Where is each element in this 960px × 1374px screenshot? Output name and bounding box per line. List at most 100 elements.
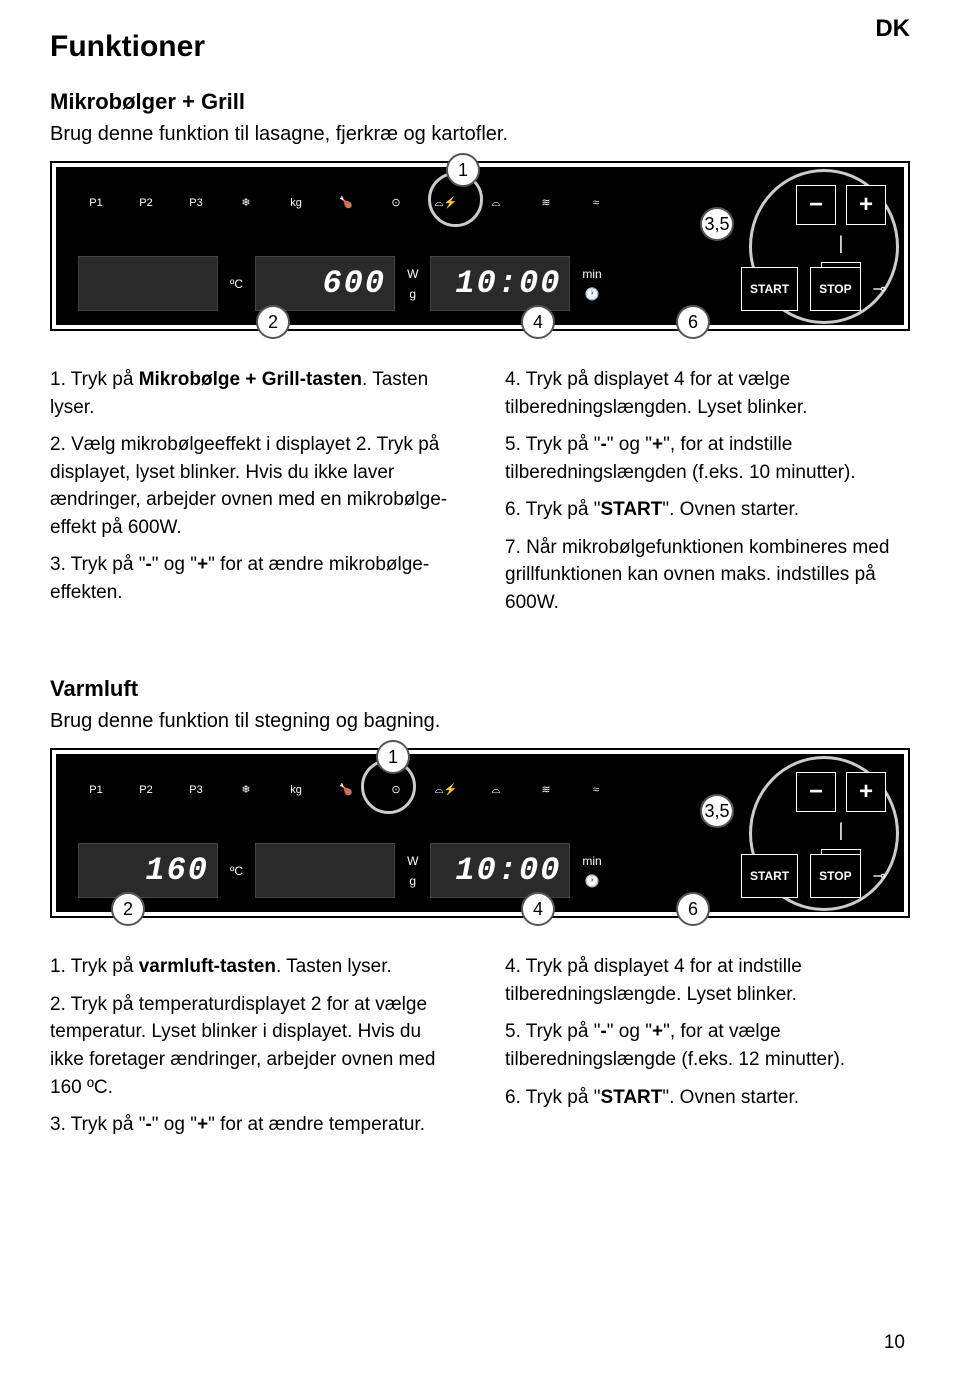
text: 3. Tryk på " (50, 554, 145, 575)
text: " og " (152, 1114, 197, 1135)
meat-icon[interactable]: 🍗 (328, 185, 364, 221)
step-1-2: 2. Vælg mikrobølgeeffekt i displayet 2. … (50, 431, 455, 541)
subsection1-steps: 1. Tryk på Mikrobølge + Grill-tasten. Ta… (50, 366, 910, 626)
unit-min: min 🕐 (582, 854, 601, 888)
unit-w-label: W (407, 854, 418, 868)
language-tag: DK (875, 15, 910, 43)
power-display[interactable]: 600 (255, 256, 395, 311)
defrost-icon[interactable]: ❄ (228, 772, 264, 808)
panel1: 1 2 4 6 3,5 P1 P2 P3 ❄ kg 🍗 ⊙ ⌓⚡ ⌓ ≋ ≈ (50, 161, 910, 331)
text: 1. Tryk på (50, 369, 139, 390)
program-p2-icon[interactable]: P2 (128, 185, 164, 221)
minus-button[interactable]: − (796, 772, 836, 812)
panel2-label1: 1 (376, 740, 410, 774)
text: " og " (152, 554, 197, 575)
minus-button[interactable]: − (796, 185, 836, 225)
temp-display[interactable]: 160 (78, 843, 218, 898)
subsection2-title: Varmluft (50, 676, 910, 702)
panel1-icons-row: P1 P2 P3 ❄ kg 🍗 ⊙ ⌓⚡ ⌓ ≋ ≈ (78, 185, 614, 221)
panel1-display-row: ºC 600 W g 10:00 min 🕐 (78, 256, 606, 311)
panel1-label4: 4 (521, 305, 555, 339)
program-p1-icon[interactable]: P1 (78, 185, 114, 221)
text-bold: + (652, 1021, 663, 1042)
panel2-container: 1 2 4 6 3,5 P1 P2 P3 ❄ kg 🍗 ⊙ ⌓⚡ ⌓ ≋ ≈ 1… (50, 748, 910, 918)
start-button[interactable]: START (741, 854, 798, 898)
temp-display[interactable] (78, 256, 218, 311)
grill-icon[interactable]: ⌓ (478, 185, 514, 221)
text-bold: START (600, 1087, 662, 1108)
clock-icon: 🕐 (585, 287, 600, 301)
text: 6. Tryk på " (505, 1087, 600, 1108)
steam-icon[interactable]: ≋ (528, 772, 564, 808)
unit-c-label: ºC (230, 277, 243, 291)
weight-icon[interactable]: kg (278, 185, 314, 221)
panel2-icons-row: P1 P2 P3 ❄ kg 🍗 ⊙ ⌓⚡ ⌓ ≋ ≈ (78, 772, 614, 808)
text-bold: + (197, 1114, 208, 1135)
microwave-grill-icon[interactable]: ⌓⚡ (428, 772, 464, 808)
step-1-5: 5. Tryk på "-" og "+", for at indstille … (505, 431, 910, 486)
panel2-label4: 4 (521, 892, 555, 926)
text: " og " (607, 1021, 652, 1042)
unit-min-label: min (582, 854, 601, 868)
plus-button[interactable]: + (846, 772, 886, 812)
panel2-startstop-row: START STOP ⊸ (741, 854, 886, 898)
text-bold: varmluft-tasten (139, 956, 276, 977)
panel2-label2: 2 (111, 892, 145, 926)
subsection1-subtitle: Brug denne funktion til lasagne, fjerkræ… (50, 123, 910, 146)
power-display[interactable] (255, 843, 395, 898)
grill-icon[interactable]: ⌓ (478, 772, 514, 808)
subsection1-title: Mikrobølger + Grill (50, 89, 910, 115)
text: " for at ændre temperatur. (208, 1114, 425, 1135)
unit-g-label: g (409, 874, 416, 888)
plus-button[interactable]: + (846, 185, 886, 225)
program-p3-icon[interactable]: P3 (178, 185, 214, 221)
panel1-label35: 3,5 (700, 207, 734, 241)
program-p3-icon[interactable]: P3 (178, 772, 214, 808)
meat-icon[interactable]: 🍗 (328, 772, 364, 808)
program-p2-icon[interactable]: P2 (128, 772, 164, 808)
subsection2-subtitle: Brug denne funktion til stegning og bagn… (50, 710, 910, 733)
panel1-label2: 2 (256, 305, 290, 339)
microwave-icon[interactable]: ≈ (578, 772, 614, 808)
unit-min-label: min (582, 267, 601, 281)
microwave-grill-icon[interactable]: ⌓⚡ (428, 185, 464, 221)
unit-g-label: g (409, 287, 416, 301)
step-2-2: 2. Tryk på temperaturdisplayet 2 for at … (50, 991, 455, 1101)
text: . Tasten lyser. (276, 956, 392, 977)
page-number: 10 (884, 1332, 905, 1354)
text-bold: START (600, 499, 662, 520)
microwave-icon[interactable]: ≈ (578, 185, 614, 221)
text: 5. Tryk på " (505, 434, 600, 455)
step-1-1: 1. Tryk på Mikrobølge + Grill-tasten. Ta… (50, 366, 455, 421)
step-1-6: 6. Tryk på "START". Ovnen starter. (505, 496, 910, 524)
time-display[interactable]: 10:00 (430, 256, 570, 311)
weight-icon[interactable]: kg (278, 772, 314, 808)
defrost-icon[interactable]: ❄ (228, 185, 264, 221)
unit-c: ºC (230, 864, 243, 878)
start-button[interactable]: START (741, 267, 798, 311)
time-display[interactable]: 10:00 (430, 843, 570, 898)
unit-wg: W g (407, 267, 418, 301)
panel2-display-row: 160 ºC W g 10:00 min 🕐 (78, 843, 606, 898)
unit-wg: W g (407, 854, 418, 888)
separator-icon: | (839, 820, 844, 841)
step-2-4: 4. Tryk på displayet 4 for at indstille … (505, 953, 910, 1008)
subsection2-steps: 1. Tryk på varmluft-tasten. Tasten lyser… (50, 953, 910, 1148)
unit-min: min 🕐 (582, 267, 601, 301)
stop-button[interactable]: STOP (810, 267, 860, 311)
program-p1-icon[interactable]: P1 (78, 772, 114, 808)
subsection1-right-col: 4. Tryk på displayet 4 for at vælge tilb… (505, 366, 910, 626)
subsection2-right-col: 4. Tryk på displayet 4 for at indstille … (505, 953, 910, 1148)
fan-icon[interactable]: ⊙ (378, 185, 414, 221)
step-2-1: 1. Tryk på varmluft-tasten. Tasten lyser… (50, 953, 455, 981)
unit-w-label: W (407, 267, 418, 281)
step-2-3: 3. Tryk på "-" og "+" for at ændre tempe… (50, 1111, 455, 1139)
text: ". Ovnen starter. (662, 499, 799, 520)
panel2-label35: 3,5 (700, 794, 734, 828)
steam-icon[interactable]: ≋ (528, 185, 564, 221)
panel1-startstop-row: START STOP ⊸ (741, 267, 886, 311)
subsection1-left-col: 1. Tryk på Mikrobølge + Grill-tasten. Ta… (50, 366, 455, 626)
unit-c-label: ºC (230, 864, 243, 878)
stop-button[interactable]: STOP (810, 854, 860, 898)
fan-icon[interactable]: ⊙ (378, 772, 414, 808)
